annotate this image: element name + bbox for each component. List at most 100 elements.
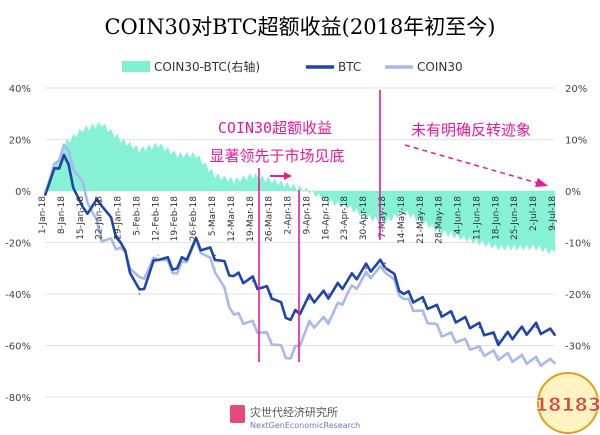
data-point-btc (251, 280, 254, 282)
x-tick-label: 8-Jan-18 (57, 196, 67, 234)
data-point-coin30 (308, 324, 311, 326)
x-tick-label: 19-Mar-18 (246, 196, 256, 242)
data-point-btc (119, 241, 122, 244)
data-point-coin30 (421, 313, 424, 316)
legend-label-coin30: COIN30 (417, 60, 463, 74)
data-point-coin30 (516, 357, 519, 360)
data-point-btc (81, 210, 84, 213)
data-point-coin30 (157, 254, 160, 257)
data-point-coin30 (327, 318, 330, 321)
x-tick-label: 23-Apr-18 (340, 196, 350, 240)
x-tick-label: 9-Jul-18 (548, 196, 558, 231)
data-point-coin30 (384, 267, 386, 270)
data-point-btc (270, 293, 273, 295)
x-tick-label: 1-Jan-18 (38, 196, 48, 234)
annotation-arrowhead (535, 178, 548, 187)
data-point-coin30 (497, 355, 500, 357)
data-point-btc (421, 300, 424, 303)
x-tick-label: 28-May-18 (435, 196, 445, 244)
x-tick-label: 11-Jun-18 (472, 196, 482, 240)
y-right-tick-label: 20% (565, 84, 587, 95)
y-left-tick-label: -20% (5, 239, 31, 250)
data-point-btc (554, 334, 556, 337)
data-point-coin30 (81, 185, 84, 187)
data-point-btc (289, 318, 292, 321)
data-point-coin30 (44, 190, 46, 192)
legend-label-excess: COIN30-BTC(右轴) (154, 59, 260, 74)
data-point-coin30 (289, 357, 292, 360)
legend-label-btc: BTC (338, 60, 361, 74)
badge-text: 18183 (535, 394, 600, 416)
data-point-coin30 (554, 362, 556, 365)
x-tick-label: 2-Jul-18 (529, 196, 539, 231)
y-right-tick-label: 10% (565, 136, 587, 147)
data-point-coin30 (535, 360, 537, 362)
data-point-coin30 (346, 293, 349, 295)
data-point-btc (403, 293, 405, 295)
watermark-text-en: NextGenEconomicResearch (250, 421, 360, 430)
x-tick-label: 16-Apr-18 (321, 196, 331, 240)
badge-logo-icon (537, 372, 599, 434)
annotation-text: 显著领先于市场见底 (209, 147, 344, 165)
data-point-btc (497, 339, 500, 342)
data-point-coin30 (478, 349, 481, 352)
data-point-btc (440, 311, 443, 313)
y-left-tick-label: 20% (9, 136, 31, 147)
x-tick-label: 2-Apr-18 (284, 196, 294, 235)
data-point-btc (63, 154, 65, 156)
y-left-tick-label: -60% (5, 342, 31, 353)
data-point-coin30 (233, 313, 235, 316)
x-tick-label: 12-Mar-18 (227, 196, 237, 242)
data-point-btc (478, 326, 481, 329)
y-left-tick-label: -40% (5, 290, 31, 301)
data-point-btc (459, 318, 462, 321)
y-left-tick-label: 0% (15, 187, 31, 198)
watermark-text-cn: 灾世代经济研究所 (250, 405, 338, 419)
y-left-tick-label: -80% (5, 393, 31, 404)
annotation-arrowhead (284, 172, 292, 180)
data-point-btc (365, 267, 367, 270)
data-point-coin30 (251, 324, 254, 326)
data-point-btc (176, 267, 179, 270)
x-tick-label: 19-Feb-18 (170, 196, 180, 242)
annotation-text: COIN30超额收益 (218, 119, 332, 137)
annotation-text: 未有明确反转迹象 (411, 121, 531, 139)
x-tick-label: 25-Jun-18 (510, 196, 520, 240)
data-point-btc (516, 331, 519, 334)
x-tick-label: 29-Jan-18 (114, 196, 124, 240)
data-point-btc (535, 326, 537, 329)
y-right-tick-label: -20% (565, 290, 591, 301)
data-point-coin30 (459, 339, 462, 342)
data-point-btc (100, 200, 103, 203)
data-point-coin30 (119, 246, 122, 249)
chart-title: COIN30对BTC超额收益(2018年初至今) (104, 15, 495, 39)
x-tick-label: 18-Jun-18 (491, 196, 501, 240)
x-tick-label: 12-Feb-18 (151, 196, 161, 242)
data-point-coin30 (214, 267, 216, 270)
data-point-coin30 (63, 143, 65, 146)
data-point-coin30 (100, 236, 103, 239)
y-right-tick-label: 0% (565, 187, 581, 198)
x-tick-label: 7-May-18 (378, 196, 388, 238)
data-point-btc (138, 293, 141, 295)
data-point-btc (327, 293, 330, 295)
data-point-btc (214, 254, 216, 257)
x-tick-label: 30-Apr-18 (359, 196, 369, 240)
x-tick-label: 4-Jun-18 (454, 196, 464, 235)
x-tick-label: 26-Feb-18 (189, 196, 199, 242)
data-point-coin30 (195, 241, 197, 244)
data-point-coin30 (440, 331, 443, 334)
x-tick-label: 9-Apr-18 (302, 196, 312, 235)
data-point-coin30 (403, 298, 405, 300)
y-right-tick-label: -30% (565, 342, 591, 353)
data-point-btc (384, 262, 386, 264)
series-area-excess (45, 121, 555, 255)
watermark-logo-icon (230, 405, 245, 423)
data-point-btc (233, 275, 235, 277)
series-line-btc (43, 153, 557, 347)
x-tick-label: 26-Mar-18 (265, 196, 275, 242)
annotation-arrow-dashed (404, 144, 542, 185)
x-tick-label: 5-Mar-18 (208, 196, 218, 236)
